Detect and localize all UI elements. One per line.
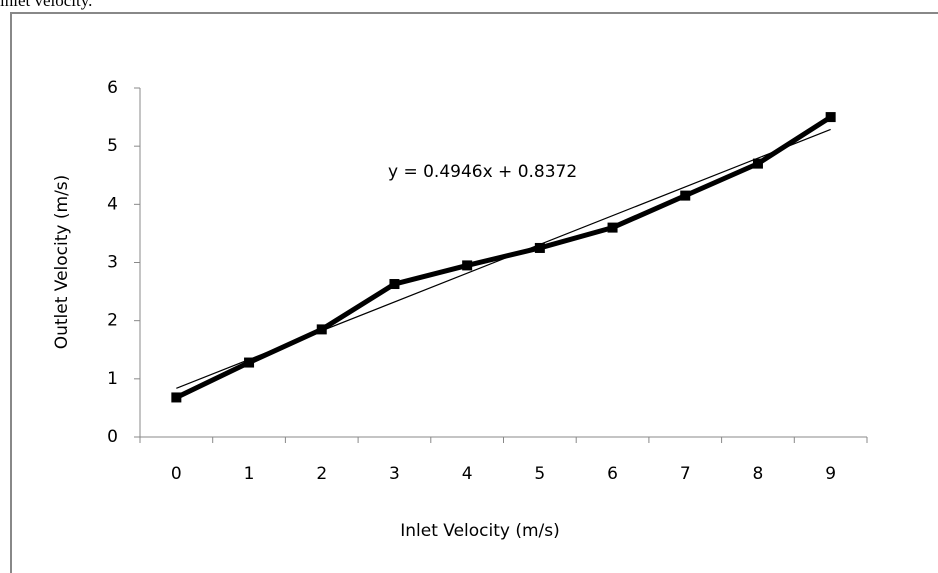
marker	[244, 357, 255, 368]
y-tick-label: 6	[107, 78, 118, 98]
series-line	[175, 114, 832, 400]
chart-frame	[10, 12, 938, 573]
marker	[752, 158, 763, 169]
x-tick-label: 9	[825, 464, 836, 484]
marker	[825, 112, 836, 123]
y-tick-label: 0	[107, 427, 118, 447]
caption: inlet velocity.	[0, 0, 92, 10]
x-tick-label: 8	[753, 464, 764, 484]
trendline-equation: y = 0.4946x + 0.8372	[388, 162, 577, 182]
marker	[534, 242, 545, 253]
marker	[607, 222, 618, 233]
marker	[316, 324, 327, 335]
x-tick-label: 4	[462, 464, 473, 484]
y-tick-label: 1	[107, 369, 118, 389]
x-tick-label: 6	[607, 464, 618, 484]
y-axis-title: Outlet Velocity (m/s)	[52, 175, 72, 350]
x-tick-label: 2	[316, 464, 327, 484]
marker	[389, 279, 400, 290]
x-tick-label: 7	[680, 464, 691, 484]
marker	[680, 190, 691, 201]
marker	[171, 392, 182, 403]
x-tick-label: 0	[171, 464, 182, 484]
x-tick-label: 3	[389, 464, 400, 484]
x-tick-label: 5	[534, 464, 545, 484]
y-tick-label: 2	[107, 311, 118, 331]
y-tick-label: 5	[107, 136, 118, 156]
marker	[462, 260, 473, 271]
x-axis-title: Inlet Velocity (m/s)	[400, 521, 560, 541]
x-tick-label: 1	[244, 464, 255, 484]
y-tick-label: 4	[107, 194, 118, 214]
y-tick-label: 3	[107, 253, 118, 273]
